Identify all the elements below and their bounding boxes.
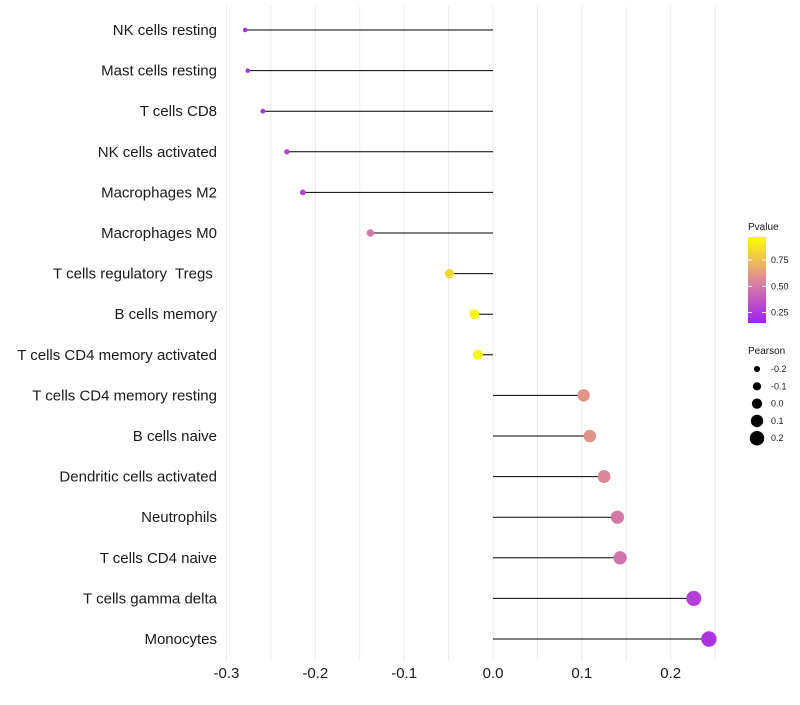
lollipop-point [577, 389, 590, 402]
lollipop-point [613, 551, 627, 565]
category-label: NK cells resting [113, 22, 217, 39]
size-legend-key [753, 365, 761, 373]
size-legend-key [752, 382, 762, 391]
category-label: B cells memory [114, 306, 217, 323]
size-legend-key [751, 398, 763, 409]
size-legend-label: -0.1 [771, 381, 787, 391]
x-tick-label: 0.0 [483, 665, 504, 682]
lollipop-point [583, 429, 597, 443]
category-label: Dendritic cells activated [59, 469, 217, 486]
lollipop-point [469, 309, 480, 320]
lollipop-point [284, 149, 290, 155]
lollipop-point [260, 108, 266, 114]
category-label: Macrophages M2 [101, 184, 217, 201]
lollipop-point [242, 27, 248, 33]
category-label: Neutrophils [141, 509, 217, 526]
y-axis-labels: NK cells resting Mast cells resting T cell… [17, 22, 217, 648]
category-label: Monocytes [144, 631, 217, 648]
pvalue-legend: Pvalue 0.75 0.50 0.25 [748, 222, 789, 323]
pvalue-colorbar [748, 237, 766, 323]
pearson-legend-items: -0.2 -0.1 0.0 0.1 0.2 [749, 364, 787, 446]
point-layer [242, 27, 717, 647]
size-legend-label: -0.2 [771, 364, 787, 374]
lollipop-point [686, 590, 702, 606]
size-legend-label: 0.2 [771, 433, 784, 443]
category-label: T cells gamma delta [83, 590, 218, 607]
lollipop-point [444, 268, 455, 279]
size-legend-key [749, 430, 765, 446]
category-label: Macrophages M0 [101, 225, 217, 242]
lollipop-point [472, 349, 483, 360]
category-label: T cells CD4 memory activated [17, 347, 217, 364]
category-label: T cells CD8 [140, 103, 217, 120]
lollipop-point [366, 229, 375, 237]
x-tick-label: 0.2 [660, 665, 681, 682]
category-label: T cells CD4 naive [100, 550, 217, 567]
x-tick-label: -0.2 [302, 665, 328, 682]
category-label: T cells regulatory Tregs [53, 266, 217, 283]
category-label: T cells CD4 memory resting [32, 387, 217, 404]
stem-layer [245, 29, 709, 640]
size-legend-key [750, 414, 764, 428]
category-label: B cells naive [133, 428, 217, 445]
colorbar-tick-label: 0.50 [771, 281, 789, 291]
pvalue-legend-ticks: 0.75 0.50 0.25 [748, 255, 789, 318]
x-axis-labels: -0.3 -0.2 -0.1 0.0 0.1 0.2 [214, 665, 682, 682]
lollipop-point [299, 189, 306, 196]
size-legend-label: 0.1 [771, 416, 784, 426]
category-label: Mast cells resting [101, 63, 217, 80]
x-tick-label: -0.3 [214, 665, 240, 682]
lollipop-point [245, 68, 251, 73]
category-label: NK cells activated [98, 144, 217, 161]
colorbar-tick-label: 0.75 [771, 255, 789, 265]
pvalue-legend-title: Pvalue [748, 222, 779, 233]
lollipop-point [701, 631, 717, 647]
x-tick-label: 0.1 [571, 665, 592, 682]
pearson-legend-title: Pearson [748, 346, 785, 357]
colorbar-tick-label: 0.25 [771, 308, 789, 318]
pearson-legend: Pearson -0.2 -0.1 0.0 0.1 0.2 [748, 346, 787, 446]
lollipop-point [597, 470, 611, 484]
lollipop-point [610, 510, 625, 524]
grid-layer [225, 6, 716, 660]
size-legend-label: 0.0 [771, 399, 784, 409]
x-tick-label: -0.1 [391, 665, 417, 682]
